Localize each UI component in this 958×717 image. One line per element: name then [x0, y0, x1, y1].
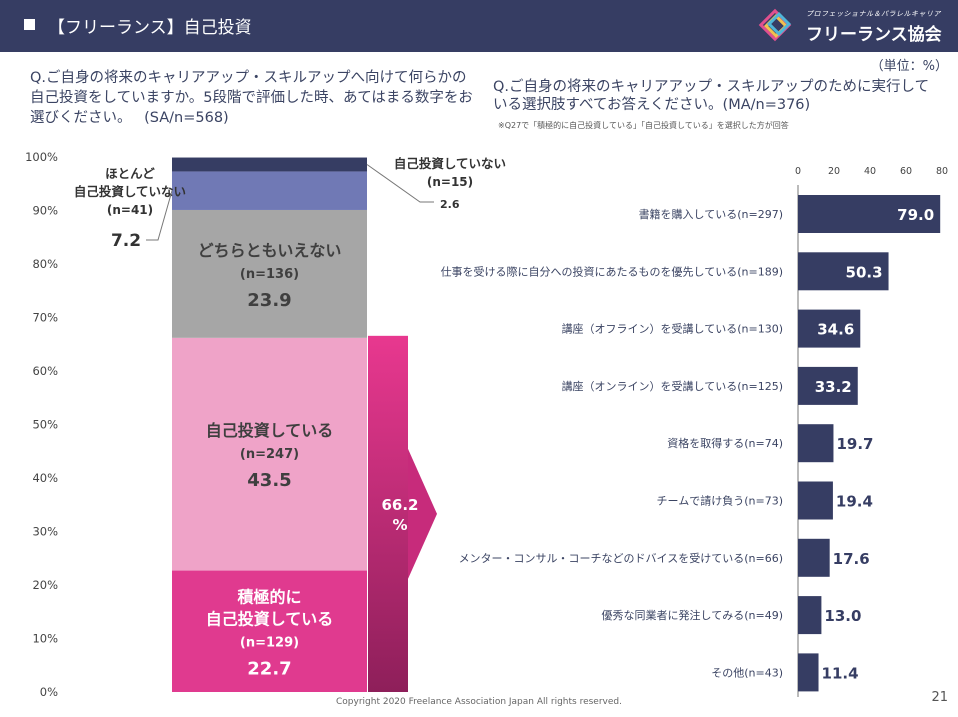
hbar	[798, 481, 833, 520]
segment-value-label: 7.2	[111, 231, 141, 251]
segment-value-label: 2.6	[440, 198, 460, 211]
x-tick-label: 60	[900, 166, 912, 177]
category-label: 書籍を購入している(n=297)	[639, 207, 783, 221]
bar-value-label: 13.0	[824, 607, 861, 625]
bar-value-label: 19.7	[836, 435, 873, 453]
segment-label: 自己投資していない	[74, 184, 186, 199]
total-unit-label: %	[392, 516, 407, 534]
category-label: 優秀な同業者に発注してみる(n=49)	[602, 608, 783, 622]
stacked-bar-segment	[172, 157, 367, 172]
bar-value-label: 34.6	[817, 321, 854, 339]
hbar	[798, 366, 858, 405]
y-tick-label: 90%	[32, 204, 58, 218]
logo-tagline: プロフェッショナル＆パラレルキャリア	[806, 10, 941, 18]
x-tick-label: 20	[828, 166, 840, 177]
hbar	[798, 653, 819, 692]
segment-label: 積極的に	[236, 587, 301, 606]
segment-label: どちらともいえない	[198, 241, 342, 260]
bar-value-label: 33.2	[815, 378, 852, 396]
stacked-bar-segment	[172, 171, 367, 210]
y-tick-label: 40%	[32, 471, 58, 485]
y-tick-label: 100%	[25, 150, 58, 164]
segment-n-label: (n=247)	[240, 447, 299, 462]
y-tick-label: 0%	[40, 685, 58, 699]
category-label: その他(n=43)	[711, 666, 783, 679]
square-bullet-icon	[24, 19, 35, 30]
bar-value-label: 79.0	[897, 206, 934, 224]
left-question: Q.ご自身の将来のキャリアアップ・スキルアップへ向けて何らかの自己投資をしていま…	[30, 68, 480, 128]
hbar	[798, 195, 941, 233]
category-label: チームで請け負う(n=73)	[657, 494, 783, 508]
hbar	[798, 309, 861, 348]
y-tick-label: 60%	[32, 364, 58, 378]
total-arrow-icon	[408, 448, 437, 579]
x-tick-label: 0	[795, 166, 801, 177]
segment-n-label: (n=15)	[427, 175, 473, 189]
y-tick-label: 70%	[32, 311, 58, 325]
bar-value-label: 17.6	[833, 550, 870, 568]
category-label: 仕事を受ける際に自分への投資にあたるものを優先している(n=189)	[441, 264, 783, 278]
category-label: メンター・コンサル・コーチなどのドバイスを受けている(n=66)	[459, 552, 783, 565]
page-number: 21	[931, 690, 948, 705]
segment-value-label: 43.5	[247, 470, 291, 491]
hbar	[798, 596, 822, 635]
total-bracket-bar	[368, 335, 408, 692]
category-label: 講座（オンライン）を受講している(n=125)	[562, 379, 783, 393]
segment-n-label: (n=129)	[240, 635, 299, 650]
segment-label: ほとんど	[105, 166, 155, 181]
segment-n-label: (n=41)	[107, 203, 153, 217]
left-question-tag: (SA/n=568)	[144, 110, 229, 126]
stacked-bar-segment	[172, 209, 367, 338]
bar-value-label: 50.3	[846, 263, 883, 281]
y-tick-label: 50%	[32, 418, 58, 432]
segment-label: 自己投資していない	[394, 156, 506, 171]
leader-line	[366, 164, 434, 203]
association-logo-icon	[758, 8, 792, 42]
segment-value-label: 23.9	[247, 290, 291, 311]
x-tick-label: 80	[936, 166, 948, 177]
segment-label: 自己投資している	[206, 421, 334, 440]
right-question: Q.ご自身の将来のキャリアアップ・スキルアップのために実行している選択肢すべてお…	[493, 79, 930, 113]
stacked-bar-segment	[172, 570, 367, 692]
leader-line	[146, 190, 173, 241]
y-tick-label: 30%	[32, 525, 58, 539]
hbar	[798, 538, 830, 577]
copyright: Copyright 2020 Freelance Association Jap…	[336, 697, 622, 707]
segment-label: 自己投資している	[206, 609, 334, 628]
y-tick-label: 20%	[32, 578, 58, 592]
logo-name: フリーランス協会	[806, 25, 942, 45]
hbar	[798, 252, 889, 291]
x-tick-label: 40	[864, 166, 876, 177]
y-tick-label: 80%	[32, 257, 58, 271]
hbar	[798, 424, 834, 463]
header-bar: 【フリーランス】自己投資 プロフェッショナル＆パラレルキャリア フリーランス協会	[0, 0, 958, 52]
segment-n-label: (n=136)	[240, 267, 299, 282]
bar-value-label: 19.4	[836, 493, 873, 511]
page-title: 【フリーランス】自己投資	[48, 18, 252, 38]
total-value-label: 66.2	[381, 496, 418, 514]
stacked-bar-segment	[172, 337, 367, 571]
category-label: 講座（オフライン）を受講している(n=130)	[562, 322, 783, 336]
unit-label: （単位：%）	[870, 59, 948, 74]
left-question-text: Q.ご自身の将来のキャリアアップ・スキルアップへ向けて何らかの自己投資をしていま…	[30, 70, 473, 126]
category-label: 資格を取得する(n=74)	[667, 436, 783, 450]
right-question-note: ※Q27で「積極的に自己投資している」「自己投資している」を選択した方が回答	[498, 121, 789, 130]
y-tick-label: 10%	[32, 632, 58, 646]
bar-value-label: 11.4	[822, 664, 859, 682]
segment-value-label: 22.7	[247, 658, 291, 679]
